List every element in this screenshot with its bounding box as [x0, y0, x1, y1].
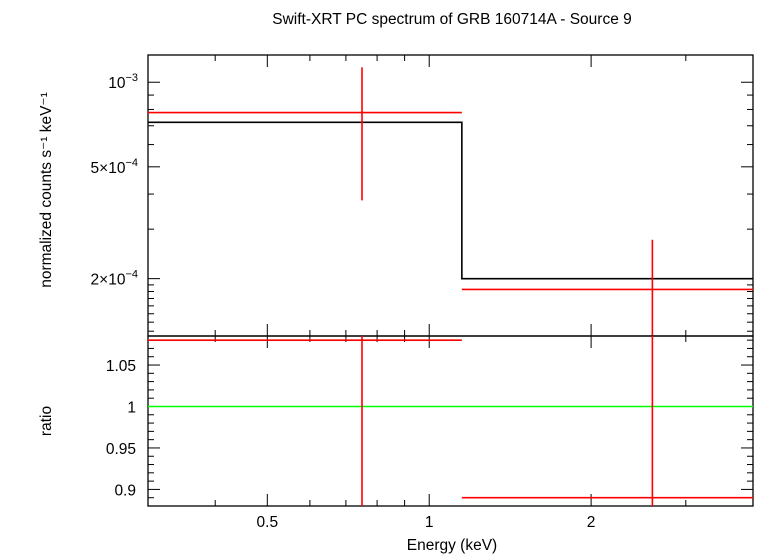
x-tick-label: 1	[425, 514, 434, 531]
spectrum-frame	[147, 54, 754, 337]
y-axis-label-ratio: ratio	[38, 406, 55, 436]
x-tick-label: 2	[587, 514, 596, 531]
y-tick-label: 2×10−4	[91, 269, 138, 289]
chart-title: Swift-XRT PC spectrum of GRB 160714A - S…	[272, 11, 632, 28]
ratio-panel: 0.5 1 2 1.05 1 0.95 0.9	[106, 335, 754, 531]
y-tick-label: 5×10−4	[91, 157, 138, 177]
y-tick-label: 0.95	[106, 441, 136, 458]
y-tick-label: 0.9	[114, 482, 136, 499]
y-tick-label: 1	[127, 399, 136, 416]
y-axis-label-spectrum: normalized counts s⁻¹ keV⁻¹	[38, 92, 55, 288]
ratio-frame	[147, 335, 754, 507]
spectrum-panel: 10−3 5×10−4 2×10−4	[91, 54, 754, 337]
model-step-line	[148, 121, 753, 280]
x-axis-label: Energy (keV)	[407, 537, 497, 554]
x-tick-label: 0.5	[257, 514, 279, 531]
y-tick-label: 1.05	[106, 358, 136, 375]
y-tick-label: 10−3	[108, 72, 138, 92]
